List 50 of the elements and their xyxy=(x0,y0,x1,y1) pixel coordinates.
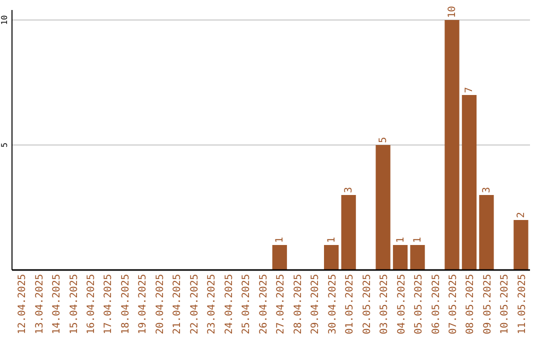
x-tick-label: 10.05.2025 xyxy=(500,274,511,334)
bar xyxy=(324,245,339,270)
data-label: 1 xyxy=(326,236,338,243)
x-tick-label: 01.05.2025 xyxy=(344,274,356,334)
x-tick-label: 25.04.2025 xyxy=(241,274,252,334)
bar xyxy=(341,195,356,270)
x-tick-label: 02.05.2025 xyxy=(362,274,373,334)
x-tick-label: 30.04.2025 xyxy=(327,274,338,334)
x-tick-label: 27.04.2025 xyxy=(276,274,287,334)
x-tick-label: 20.04.2025 xyxy=(154,274,166,334)
x-tick-label: 17.04.2025 xyxy=(103,274,114,334)
x-tick-label: 24.04.2025 xyxy=(224,274,235,334)
x-tick-label: 09.05.2025 xyxy=(482,274,494,334)
data-label: 10 xyxy=(447,6,458,18)
x-tick-label: 19.04.2025 xyxy=(138,274,149,334)
x-tick-label: 14.04.2025 xyxy=(52,274,63,334)
x-tick-label: 23.04.2025 xyxy=(206,274,218,334)
x-tick-label: 15.04.2025 xyxy=(68,274,80,334)
data-label: 1 xyxy=(395,236,406,243)
x-tick-label: 13.04.2025 xyxy=(34,274,46,334)
bar xyxy=(462,95,477,270)
x-tick-label: 21.04.2025 xyxy=(172,274,184,334)
data-label: 2 xyxy=(516,212,527,218)
x-tick-label: 07.05.2025 xyxy=(448,274,459,334)
data-label: 1 xyxy=(274,236,286,243)
data-label: 7 xyxy=(464,86,476,93)
x-tick-label: 08.05.2025 xyxy=(465,274,476,334)
x-tick-label: 04.05.2025 xyxy=(396,274,408,334)
bar xyxy=(514,220,528,270)
data-label: 3 xyxy=(481,186,492,193)
data-label: 1 xyxy=(412,236,424,243)
bar xyxy=(272,245,287,270)
x-tick-label: 18.04.2025 xyxy=(120,274,132,334)
bar xyxy=(392,245,408,270)
bar xyxy=(444,20,460,270)
x-tick-label: 11.05.2025 xyxy=(516,274,528,334)
data-label: 5 xyxy=(378,136,390,143)
x-tick-label: 22.04.2025 xyxy=(189,274,200,334)
x-tick-label: 16.04.2025 xyxy=(86,274,97,334)
x-tick-label: 29.04.2025 xyxy=(310,274,322,334)
x-tick-label: 06.05.2025 xyxy=(430,274,442,334)
x-tick-label: 03.05.2025 xyxy=(379,274,390,334)
x-tick-label: 26.04.2025 xyxy=(258,274,270,334)
x-tick-label: 28.04.2025 xyxy=(292,274,304,334)
bar xyxy=(410,245,425,270)
x-tick-label: 12.04.2025 xyxy=(17,274,28,334)
bar xyxy=(376,145,390,270)
bar xyxy=(479,195,494,270)
x-tick-label: 05.05.2025 xyxy=(414,274,425,334)
data-label: 3 xyxy=(344,186,355,193)
